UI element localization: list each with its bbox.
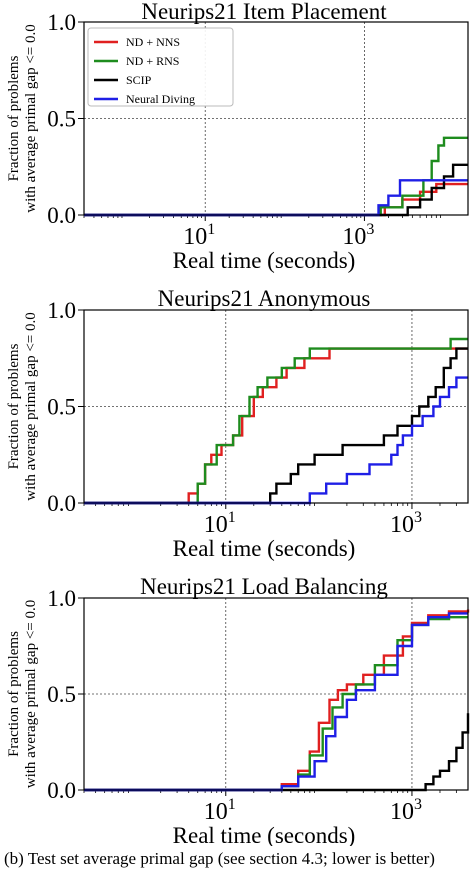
legend-box — [87, 27, 234, 107]
chart-panel-1: 101 103 0.0 0.5 1.0 Neurips21 Item Placement R… — [6, 0, 469, 273]
y-axis-label-line: with average primal gap <= 0.0 — [23, 312, 39, 501]
y-axis-label: Fraction of problemswith average primal … — [6, 600, 39, 789]
legend-label: SCIP — [126, 73, 152, 87]
series-line-scip — [84, 713, 470, 792]
y-tick-label: 0.5 — [47, 395, 76, 420]
figure-caption: (b) Test set average primal gap (see sec… — [4, 849, 435, 868]
plot-frame — [83, 21, 469, 216]
legend-label: ND + NNS — [126, 35, 180, 49]
chart-panel-3: 101 103 0.0 0.5 1.0 Neurips21 Load Balancing R… — [6, 574, 470, 846]
x-tick-label-exponent: 1 — [228, 509, 236, 526]
y-axis-label: Fraction of problemswith average primal … — [6, 24, 39, 213]
y-tick-label: 0.0 — [47, 491, 76, 516]
legend-label: ND + RNS — [126, 54, 179, 68]
y-axis-label-line: with average primal gap <= 0.0 — [23, 600, 39, 789]
x-tick-label-exponent: 1 — [228, 796, 236, 813]
x-axis-label: Real time (seconds) — [173, 248, 356, 273]
chart-title: Neurips21 Item Placement — [141, 0, 387, 24]
x-tick-label-exponent: 3 — [414, 796, 422, 813]
y-axis-label-line: Fraction of problems — [6, 631, 22, 757]
x-axis-label: Real time (seconds) — [173, 536, 356, 561]
y-tick-label: 1.0 — [47, 586, 76, 611]
x-tick-label: 103 — [390, 509, 422, 538]
chart-panel-2: 101 103 0.0 0.5 1.0 Neurips21 Anonymous Real t… — [6, 286, 469, 561]
x-tick-label: 103 — [390, 796, 422, 825]
y-axis-label-line: Fraction of problems — [6, 343, 22, 469]
legend: ND + NNS ND + RNS SCIP Neural Diving — [87, 27, 234, 107]
plot-frame — [83, 309, 469, 504]
chart-title: Neurips21 Load Balancing — [140, 574, 388, 599]
chart-title: Neurips21 Anonymous — [158, 286, 371, 311]
y-axis-label: Fraction of problemswith average primal … — [6, 312, 39, 501]
series-line-neural-diving — [84, 612, 468, 792]
series-line-neural-diving — [84, 376, 468, 505]
x-tick-label-exponent: 1 — [207, 221, 215, 238]
y-tick-label: 1.0 — [47, 10, 76, 35]
y-tick-label: 1.0 — [47, 298, 76, 323]
x-tick-label-exponent: 3 — [366, 221, 374, 238]
x-axis-label: Real time (seconds) — [173, 823, 356, 846]
x-tick-label: 103 — [342, 221, 374, 250]
x-tick-label-exponent: 3 — [414, 509, 422, 526]
y-tick-label: 0.0 — [47, 203, 76, 228]
x-tick-label: 101 — [204, 796, 236, 825]
series-line-scip — [84, 347, 468, 505]
y-tick-label: 0.0 — [47, 778, 76, 803]
plot-frame — [83, 597, 469, 791]
x-tick-label: 101 — [204, 509, 236, 538]
y-tick-label: 0.5 — [47, 682, 76, 707]
legend-label: Neural Diving — [126, 92, 195, 106]
y-axis-label-line: with average primal gap <= 0.0 — [23, 24, 39, 213]
y-axis-label-line: Fraction of problems — [6, 55, 22, 181]
y-tick-label: 0.5 — [47, 107, 76, 132]
x-tick-label: 101 — [183, 221, 215, 250]
series-line-nd-rns — [84, 337, 468, 505]
figure: 101 103 0.0 0.5 1.0 Neurips21 Item Placement R… — [6, 0, 470, 846]
